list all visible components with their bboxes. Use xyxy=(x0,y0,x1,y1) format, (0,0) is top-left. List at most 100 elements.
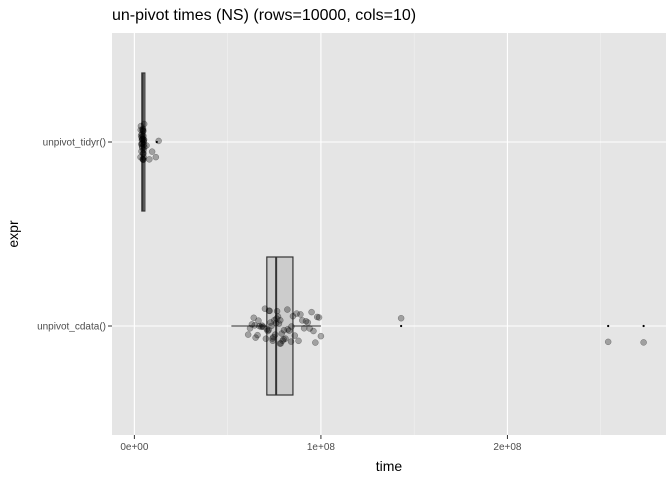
jitter-point xyxy=(264,327,272,335)
jitter-point xyxy=(140,150,147,157)
box-layer xyxy=(141,72,645,396)
box-outlier xyxy=(607,324,610,328)
jitter-point xyxy=(310,327,317,335)
jitter-point xyxy=(265,326,272,334)
jitter-point xyxy=(148,148,156,155)
jitter-point xyxy=(137,153,144,161)
jitter-points xyxy=(137,120,647,347)
jitter-point xyxy=(139,155,147,163)
jitter-point xyxy=(268,322,275,330)
box-iqr xyxy=(266,256,294,396)
jitter-point xyxy=(297,311,304,318)
jitter-point xyxy=(139,140,146,147)
y-tick-label: unpivot_cdata() xyxy=(37,322,106,333)
jitter-point xyxy=(138,131,146,138)
jitter-point xyxy=(143,142,150,149)
jitter-point xyxy=(277,340,285,347)
jitter-point xyxy=(137,132,145,139)
jitter-point xyxy=(251,322,258,329)
jitter-point xyxy=(285,327,293,334)
jitter-point xyxy=(146,156,153,163)
jitter-point xyxy=(267,319,274,326)
jitter-point xyxy=(263,326,271,333)
jitter-point xyxy=(284,326,291,333)
jitter-point xyxy=(139,127,147,135)
jitter-point xyxy=(141,143,148,151)
jitter-point xyxy=(258,322,266,329)
jitter-point xyxy=(139,156,147,163)
jitter-point xyxy=(269,335,276,342)
jitter-point xyxy=(140,146,147,154)
jitter-point xyxy=(282,335,289,342)
jitter-point xyxy=(140,132,147,140)
jitter-point xyxy=(291,332,299,339)
jitter-point xyxy=(261,305,269,312)
jitter-point xyxy=(139,150,147,157)
jitter-point xyxy=(640,339,647,346)
jitter-point xyxy=(279,337,286,344)
chart-title: un-pivot times (NS) (rows=10000, cols=10… xyxy=(112,7,416,24)
jitter-point xyxy=(397,314,405,322)
box-outlier xyxy=(155,140,158,144)
jitter-point xyxy=(259,323,267,331)
jitter-point xyxy=(138,134,145,141)
jitter-point xyxy=(248,321,256,328)
jitter-point xyxy=(300,325,308,332)
jitter-point xyxy=(250,314,258,322)
jitter-point xyxy=(139,135,146,143)
jitter-point xyxy=(138,135,146,143)
jitter-point xyxy=(304,319,312,326)
jitter-point xyxy=(139,125,147,133)
jitter-point xyxy=(274,313,282,320)
jitter-point xyxy=(271,331,279,338)
x-tick-label: 2e+08 xyxy=(493,442,522,453)
y-axis-label: expr xyxy=(5,220,21,248)
jitter-point xyxy=(275,320,283,327)
jitter-point xyxy=(139,132,146,140)
box-outlier xyxy=(642,324,645,328)
jitter-point xyxy=(244,331,252,338)
jitter-point xyxy=(138,143,146,150)
jitter-point xyxy=(295,337,302,345)
jitter-point xyxy=(273,307,281,315)
plot-panel xyxy=(112,33,666,435)
jitter-point xyxy=(604,338,612,346)
jitter-point xyxy=(288,323,295,330)
jitter-point xyxy=(269,337,277,345)
jitter-point xyxy=(315,314,323,321)
jitter-point xyxy=(152,153,160,161)
axes: 0e+00 1e+08 2e+08 unpivot_tidyr() unpivot_cd… xyxy=(37,138,522,454)
y-tick-label: unpivot_tidyr() xyxy=(43,138,106,149)
jitter-point xyxy=(139,144,146,152)
jitter-point xyxy=(266,307,273,315)
grid-lines xyxy=(112,33,666,435)
jitter-point xyxy=(138,140,146,148)
jitter-point xyxy=(137,126,144,134)
x-axis-label: time xyxy=(376,458,403,474)
jitter-point xyxy=(280,335,287,343)
jitter-point xyxy=(276,340,284,347)
jitter-point xyxy=(140,120,148,128)
jitter-point xyxy=(140,156,147,164)
jitter-point xyxy=(140,154,148,161)
jitter-point xyxy=(277,317,284,324)
jitter-point xyxy=(137,122,145,130)
jitter-point xyxy=(256,322,263,330)
jitter-point xyxy=(140,136,148,143)
jitter-point xyxy=(317,332,325,340)
jitter-point xyxy=(293,310,300,317)
x-tick-label: 0e+00 xyxy=(120,442,149,453)
jitter-point xyxy=(139,135,146,143)
jitter-point xyxy=(287,338,295,345)
jitter-point xyxy=(139,127,147,134)
jitter-point xyxy=(272,319,280,327)
jitter-point xyxy=(255,317,262,324)
jitter-point xyxy=(289,312,297,320)
jitter-point xyxy=(265,307,273,315)
jitter-point xyxy=(140,141,148,148)
jitter-point xyxy=(299,317,306,324)
jitter-point xyxy=(138,140,145,148)
jitter-point xyxy=(278,330,285,337)
